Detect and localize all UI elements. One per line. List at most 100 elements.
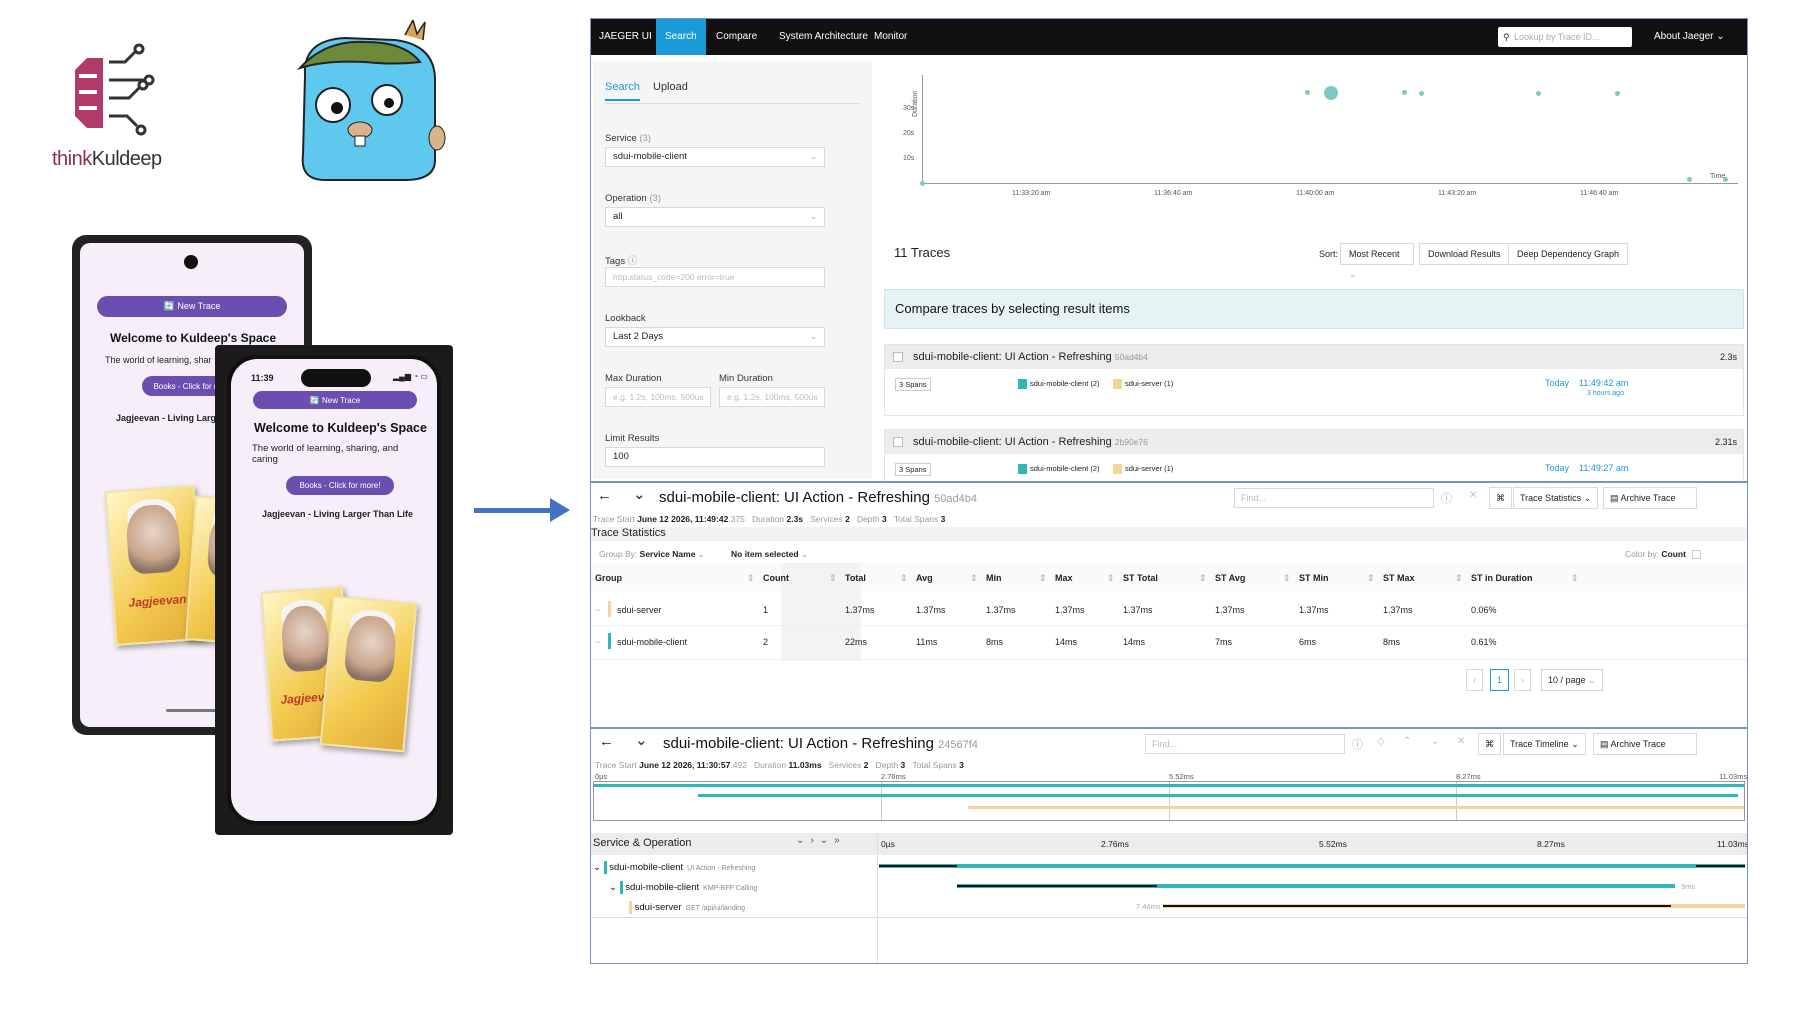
view-select[interactable]: Trace Timeline ⌄ xyxy=(1503,733,1586,755)
trace-result[interactable]: sdui-mobile-client: UI Action - Refreshi… xyxy=(884,344,1744,416)
column-header[interactable]: Group xyxy=(595,573,622,583)
service-select[interactable]: sdui-mobile-client ⌄ xyxy=(605,147,825,167)
sort-icon[interactable]: ⇕ xyxy=(970,573,978,583)
column-header[interactable]: Count xyxy=(763,573,789,583)
chevron-down-icon[interactable]: ⌄ xyxy=(609,882,617,894)
sort-icon[interactable]: ⇕ xyxy=(1571,573,1579,583)
books-button[interactable]: Books - Click for m xyxy=(142,376,232,396)
clear-icon[interactable]: ✕ xyxy=(1457,736,1466,747)
trace-point[interactable] xyxy=(1615,91,1620,96)
tab-search[interactable]: Search xyxy=(605,81,640,101)
books-button[interactable]: Books - Click for more! xyxy=(286,476,394,495)
min-duration-input[interactable]: e.g. 1.2s, 100ms, 500us xyxy=(719,387,825,407)
help-icon[interactable]: ⓘ xyxy=(1441,493,1452,505)
sort-icon[interactable]: ⇕ xyxy=(1283,573,1291,583)
reset-icon[interactable]: ◇ xyxy=(1377,736,1385,747)
span-row[interactable]: sdui-server GET /api/ui/landing 7.44ms xyxy=(591,897,1747,917)
deep-dependency-graph-button[interactable]: Deep Dependency Graph xyxy=(1508,243,1629,265)
trace-title[interactable]: sdui-mobile-client: UI Action - Refreshi… xyxy=(913,436,1112,448)
span-row[interactable]: ⌄ sdui-mobile-client UI Action - Refreshi… xyxy=(591,857,1747,877)
trace-point[interactable] xyxy=(1419,91,1424,96)
archive-trace-button[interactable]: ▤ Archive Trace xyxy=(1593,733,1697,755)
color-by-control[interactable]: Color by: Count xyxy=(1625,549,1702,560)
nav-compare[interactable]: Compare xyxy=(716,31,758,42)
page-size-select[interactable]: 10 / page ⌄ xyxy=(1541,669,1603,691)
back-arrow-icon[interactable]: ← xyxy=(599,733,614,750)
trace-point[interactable] xyxy=(1536,91,1541,96)
keyboard-shortcuts-button[interactable]: ⌘ xyxy=(1489,487,1512,509)
welcome-title: Welcome to Kuldeep's Space xyxy=(110,331,277,345)
sort-icon[interactable]: ⇕ xyxy=(1367,573,1375,583)
column-header[interactable]: Avg xyxy=(916,573,933,583)
new-trace-button[interactable]: 🔄 New Trace xyxy=(97,296,287,317)
service-tag-server: sdui-server (1) xyxy=(1110,378,1176,390)
column-header[interactable]: ST Max xyxy=(1383,573,1415,583)
sort-select[interactable]: Most Recent ⌄ xyxy=(1340,243,1414,279)
view-select[interactable]: Trace Statistics ⌄ xyxy=(1513,487,1599,509)
tab-upload[interactable]: Upload xyxy=(653,81,688,93)
jaeger-window: JAEGER UI Search Compare System Architec… xyxy=(590,18,1748,964)
sort-icon[interactable]: ⇕ xyxy=(1107,573,1115,583)
prev-match-icon[interactable]: ⌃ xyxy=(1403,736,1412,747)
nav-system-architecture[interactable]: System Architecture xyxy=(779,31,868,42)
span-row[interactable]: ⌄ sdui-mobile-client KMP-BFF Calling 9ms xyxy=(609,881,1696,894)
trace-point[interactable] xyxy=(1687,177,1692,182)
page-button[interactable]: 1 xyxy=(1490,669,1510,691)
column-header[interactable]: ST Min xyxy=(1299,573,1329,583)
help-icon[interactable]: ⓘ xyxy=(1352,739,1363,751)
column-header[interactable]: ST Total xyxy=(1123,573,1158,583)
find-input[interactable]: Find... xyxy=(1145,734,1345,754)
trace-minimap[interactable] xyxy=(593,781,1745,821)
new-trace-button[interactable]: 🔄 New Trace xyxy=(253,391,417,409)
trace-id-lookup-input[interactable]: ⚲ Lookup by Trace ID... xyxy=(1498,27,1632,47)
prev-page-button[interactable]: ‹ xyxy=(1466,669,1483,691)
trace-checkbox[interactable] xyxy=(893,437,903,447)
trace-point[interactable] xyxy=(1723,177,1728,182)
column-header[interactable]: ST Avg xyxy=(1215,573,1246,583)
group-by-control[interactable]: Group By: Service Name ⌄ xyxy=(599,549,705,559)
trace-point[interactable] xyxy=(920,181,925,186)
download-results-button[interactable]: Download Results xyxy=(1419,243,1510,265)
column-header[interactable]: Total xyxy=(845,573,866,583)
clear-icon[interactable]: ✕ xyxy=(1469,490,1478,501)
trace-title[interactable]: sdui-mobile-client: UI Action - Refreshi… xyxy=(913,351,1112,363)
keyboard-shortcuts-button[interactable]: ⌘ xyxy=(1478,733,1501,755)
collapse-icon[interactable]: − xyxy=(595,637,601,647)
collapse-chevron-icon[interactable]: ⌄ xyxy=(633,486,646,503)
nav-monitor[interactable]: Monitor xyxy=(874,31,908,42)
trace-checkbox[interactable] xyxy=(893,352,903,362)
back-arrow-icon[interactable]: ← xyxy=(597,487,612,504)
collapse-chevron-icon[interactable]: ⌄ xyxy=(635,732,648,749)
next-match-icon[interactable]: ⌄ xyxy=(1431,736,1440,747)
column-header[interactable]: Min xyxy=(986,573,1002,583)
help-icon[interactable]: ⓘ xyxy=(627,256,638,267)
column-header[interactable]: ST in Duration xyxy=(1471,573,1533,583)
trace-point[interactable] xyxy=(1305,90,1310,95)
find-input[interactable]: Find... xyxy=(1234,488,1434,508)
limit-results-input[interactable]: 100 xyxy=(605,447,825,467)
next-page-button[interactable]: › xyxy=(1514,669,1531,691)
lookback-select[interactable]: Last 2 Days ⌄ xyxy=(605,327,825,347)
nav-brand[interactable]: JAEGER UI xyxy=(599,31,652,42)
sort-icon[interactable]: ⇕ xyxy=(747,573,755,583)
sort-icon[interactable]: ⇕ xyxy=(829,573,837,583)
trace-point[interactable] xyxy=(1402,90,1407,95)
chevron-down-icon[interactable]: ⌄ xyxy=(593,862,601,874)
trace-result[interactable]: sdui-mobile-client: UI Action - Refreshi… xyxy=(884,429,1744,489)
subgroup-select[interactable]: No item selected ⌄ xyxy=(731,549,809,559)
sort-icon[interactable]: ⇕ xyxy=(1455,573,1463,583)
tags-input[interactable]: http.status_code=200 error=true xyxy=(605,267,825,287)
archive-trace-button[interactable]: ▤ Archive Trace xyxy=(1603,487,1697,509)
book-cover-hindi[interactable] xyxy=(319,595,418,753)
collapse-icon[interactable]: − xyxy=(595,605,601,615)
operation-select[interactable]: all ⌄ xyxy=(605,207,825,227)
column-header[interactable]: Max xyxy=(1055,573,1073,583)
max-duration-input[interactable]: e.g. 1.2s, 100ms, 500us xyxy=(605,387,711,407)
sort-icon[interactable]: ⇕ xyxy=(900,573,908,583)
about-jaeger-menu[interactable]: About Jaeger ⌄ xyxy=(1654,31,1725,42)
sort-icon[interactable]: ⇕ xyxy=(1039,573,1047,583)
expand-controls[interactable]: ⌄›⌄» xyxy=(796,835,846,846)
trace-point[interactable] xyxy=(1324,86,1338,100)
sort-icon[interactable]: ⇕ xyxy=(1199,573,1207,583)
nav-search[interactable]: Search xyxy=(656,19,706,55)
